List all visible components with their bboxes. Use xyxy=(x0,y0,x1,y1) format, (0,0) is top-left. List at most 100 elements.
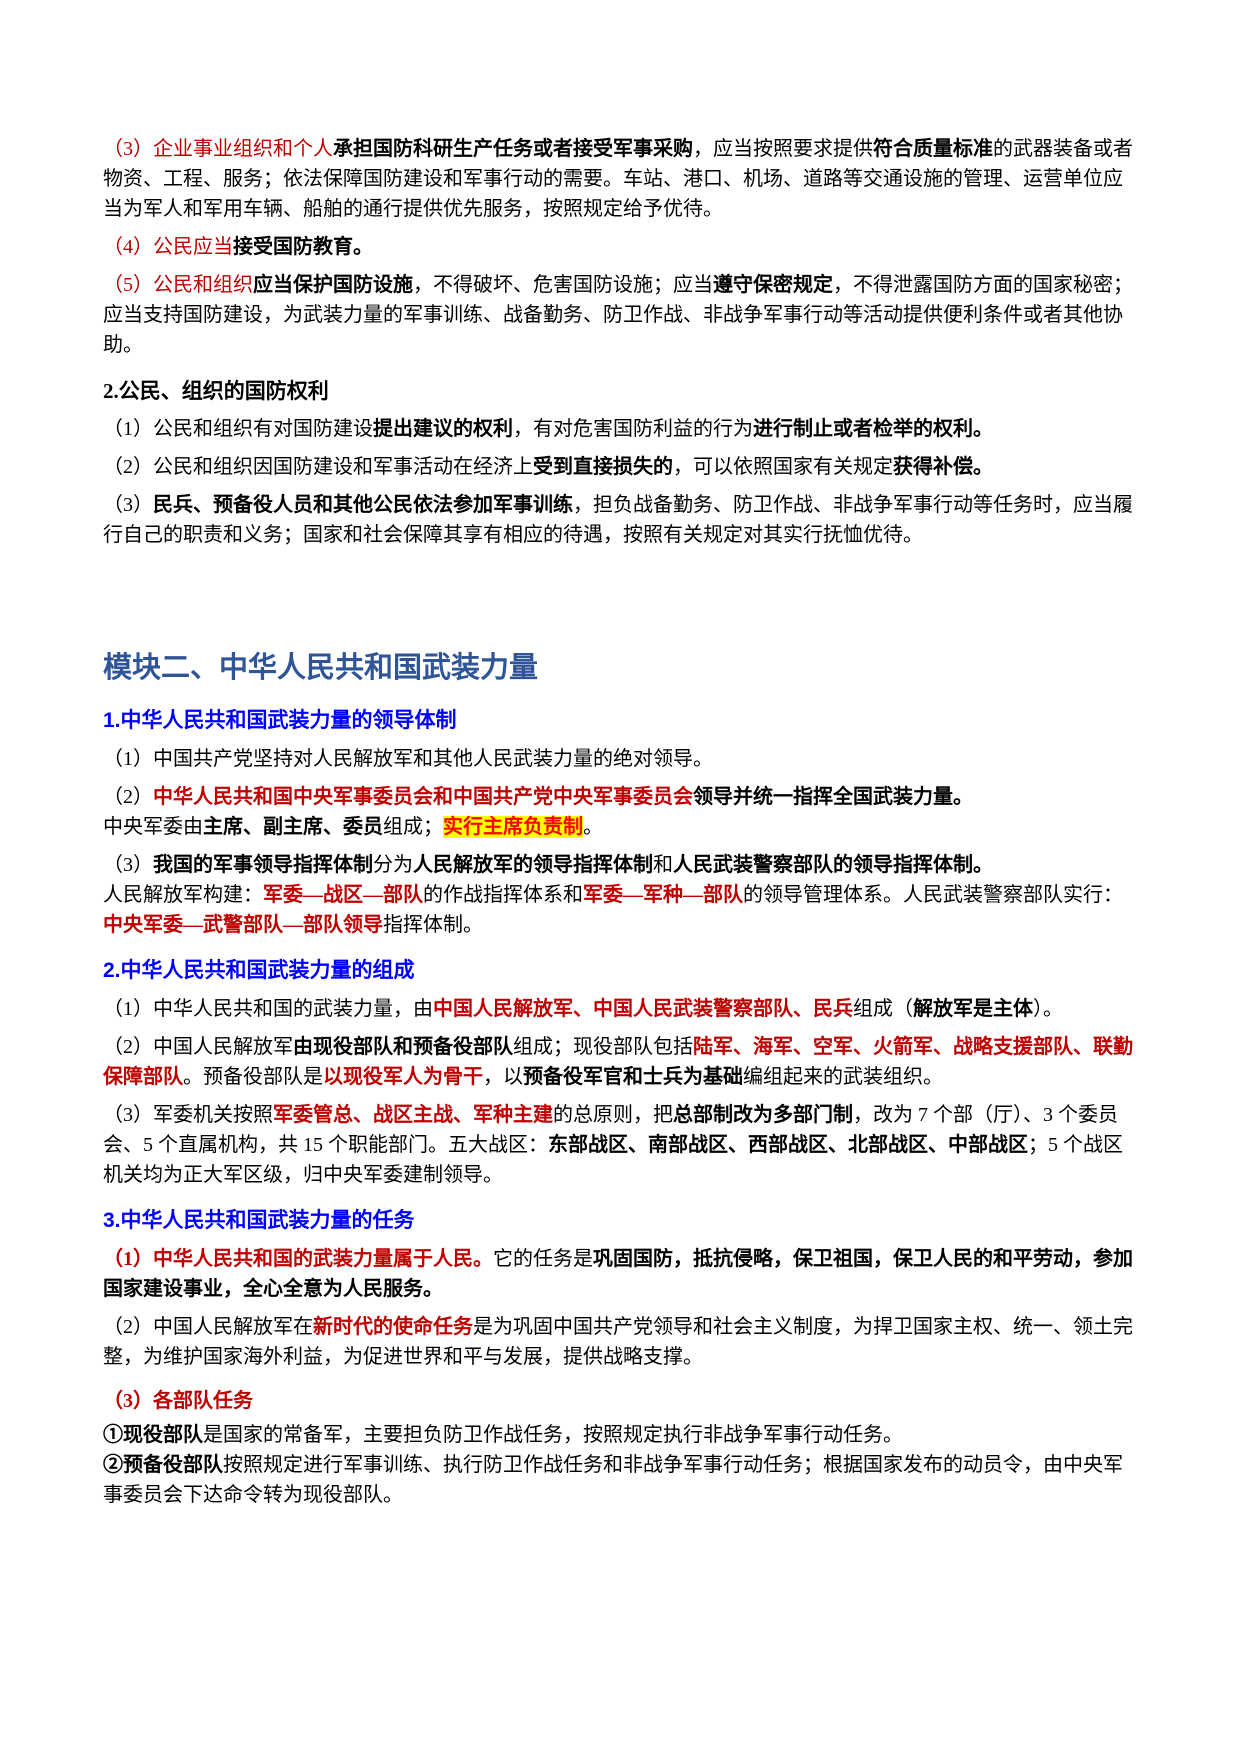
text-run: 中央军委—武警部队—部队领导 xyxy=(103,914,383,936)
text-run: ，担负战备勤务、防卫作战、非战争军事行动等任务时，应当履行自己的职责和义务；国家… xyxy=(103,494,1133,546)
text-run: 符合质量标准 xyxy=(873,138,993,160)
text-run: 人民武装警察部队的领导指挥体制。 xyxy=(673,854,993,876)
document-page: （3）企业事业组织和个人承担国防科研生产任务或者接受军事采购，应当按照要求提供符… xyxy=(103,134,1137,1510)
paragraph: （1）公民和组织有对国防建设提出建议的权利，有对危害国防利益的行为进行制止或者检… xyxy=(103,414,1137,444)
text-run: （2）公民和组织因国防建设和军事活动在经济上 xyxy=(103,456,533,478)
text-run: 中央军委由 xyxy=(103,816,203,838)
text-run: ；5 个战区机关均为正大军区级，归中央军委建制领导。 xyxy=(103,1134,1123,1186)
text-run: （3）企业事业组织和个人 xyxy=(103,138,333,160)
text-run: 实行主席负责制 xyxy=(443,816,583,838)
text-run: 是国家的常备军，主要担负防卫作战任务，按照规定执行非战争军事行动任务。 xyxy=(203,1424,903,1446)
text-run: 受到直接损失的 xyxy=(533,456,673,478)
text-run: 的总原则，把 xyxy=(553,1104,673,1126)
text-run: 解放军是主体 xyxy=(913,998,1033,1020)
text-run: ，可以依照国家有关规定 xyxy=(673,456,893,478)
text-run: 组成； xyxy=(383,816,443,838)
text-run: （1）中华人民共和国的武装力量，由 xyxy=(103,998,433,1020)
text-run: （2）中国人民解放军在 xyxy=(103,1316,313,1338)
paragraph: （1）中国共产党坚持对人民解放军和其他人民武装力量的绝对领导。 xyxy=(103,744,1137,774)
section-heading-blue: 3.中华人民共和国武装力量的任务 xyxy=(103,1206,1137,1236)
text-run: 获得补偿。 xyxy=(893,456,993,478)
text-run: 。预备役部队是 xyxy=(183,1066,323,1088)
text-run: 军委—军种—部队 xyxy=(583,884,743,906)
text-run: （1）公民和组织有对国防建设 xyxy=(103,418,373,440)
text-run: 主席、副主席、委员 xyxy=(203,816,383,838)
text-run: ，改为 7 个部（厅）、3 个委员会、5 个直属机构，共 15 个职能部门。五大… xyxy=(103,1104,1118,1156)
paragraph: （2）中国人民解放军由现役部队和预备役部队组成；现役部队包括陆军、海军、空军、火… xyxy=(103,1032,1137,1092)
text-run: （2）中国人民解放军 xyxy=(103,1036,293,1058)
module-title: 模块二、中华人民共和国武装力量 xyxy=(103,650,1137,686)
text-run: （3） xyxy=(103,494,153,516)
text-run: 的领导管理体系。人民武装警察部队实行： xyxy=(743,884,1123,906)
text-run: （5）公民和组织 xyxy=(103,274,253,296)
subsection-heading-red: （3）各部队任务 xyxy=(103,1386,1137,1416)
text-run: ，不得泄露国防方面的国家秘密；应当支持国防建设，为武装力量的军事训练、战备勤务、… xyxy=(103,274,1133,356)
list-item: ①现役部队是国家的常备军，主要担负防卫作战任务，按照规定执行非战争军事行动任务。 xyxy=(103,1420,1137,1450)
paragraph: （3）企业事业组织和个人承担国防科研生产任务或者接受军事采购，应当按照要求提供符… xyxy=(103,134,1137,224)
text-run: 中华人民共和国中央军事委员会和中国共产党中央军事委员会 xyxy=(153,786,693,808)
text-run: 的武器装备或者物资、工程、服务；依法保障国防建设和军事行动的需要。车站、港口、机… xyxy=(103,138,1133,220)
paragraph: （4）公民应当接受国防教育。 xyxy=(103,232,1137,262)
text-run: ，应当按照要求提供 xyxy=(693,138,873,160)
text-run: 军委—战区—部队 xyxy=(263,884,423,906)
text-run: （4）公民应当 xyxy=(103,236,233,258)
text-run: 巩固国防，抵抗侵略，保卫祖国，保卫人民的和平劳动，参加国家建设事业，全心全意为人… xyxy=(103,1248,1133,1300)
paragraph: （2）中华人民共和国中央军事委员会和中国共产党中央军事委员会领导并统一指挥全国武… xyxy=(103,782,1137,842)
paragraph: （2）公民和组织因国防建设和军事活动在经济上受到直接损失的，可以依照国家有关规定… xyxy=(103,452,1137,482)
text-run: ②预备役部队 xyxy=(103,1454,223,1476)
text-run: 的作战指挥体系和 xyxy=(423,884,583,906)
text-run: 民兵、预备役人员和其他公民依法参加军事训练 xyxy=(153,494,573,516)
text-run: 提出建议的权利 xyxy=(373,418,513,440)
text-run: （3）各部队任务 xyxy=(103,1390,253,1412)
text-run: 指挥体制。 xyxy=(383,914,483,936)
text-run: 由现役部队和预备役部队 xyxy=(293,1036,513,1058)
text-run: 人民解放军构建： xyxy=(103,884,263,906)
text-run: 按照规定进行军事训练、执行防卫作战任务和非战争军事行动任务；根据国家发布的动员令… xyxy=(103,1454,1123,1506)
text-run: （1）中国共产党坚持对人民解放军和其他人民武装力量的绝对领导。 xyxy=(103,748,713,770)
text-run: ①现役部队 xyxy=(103,1424,203,1446)
text-run: 2.公民、组织的国防权利 xyxy=(103,379,329,403)
text-run: 是为巩固中国共产党领导和社会主义制度，为捍卫国家主权、统一、领土完整，为维护国家… xyxy=(103,1316,1133,1368)
text-run: 总部制改为多部门制 xyxy=(673,1104,853,1126)
paragraph: （5）公民和组织应当保护国防设施，不得破坏、危害国防设施；应当遵守保密规定，不得… xyxy=(103,270,1137,360)
text-run: 。 xyxy=(583,816,603,838)
paragraph: （1）中华人民共和国的武装力量，由中国人民解放军、中国人民武装警察部队、民兵组成… xyxy=(103,994,1137,1024)
text-run: 接受国防教育。 xyxy=(233,236,373,258)
text-run: 2.中华人民共和国武装力量的组成 xyxy=(103,959,415,982)
text-run: 陆军、海军、空军、火箭军、战略支援部队、联勤保障部队 xyxy=(103,1036,1133,1088)
text-run: 编组起来的武装组织。 xyxy=(743,1066,943,1088)
paragraph: （3）我国的军事领导指挥体制分为人民解放军的领导指挥体制和人民武装警察部队的领导… xyxy=(103,850,1137,940)
text-run: 承担国防科研生产任务或者接受军事采购 xyxy=(333,138,693,160)
text-run: ，有对危害国防利益的行为 xyxy=(513,418,753,440)
paragraph: （3）民兵、预备役人员和其他公民依法参加军事训练，担负战备勤务、防卫作战、非战争… xyxy=(103,490,1137,550)
text-run: 以现役军人为骨干 xyxy=(323,1066,483,1088)
paragraph: （1）中华人民共和国的武装力量属于人民。它的任务是巩固国防，抵抗侵略，保卫祖国，… xyxy=(103,1244,1137,1304)
text-run: （3）军委机关按照 xyxy=(103,1104,273,1126)
section-heading-black: 2.公民、组织的国防权利 xyxy=(103,376,1137,406)
text-run: 它的任务是 xyxy=(493,1248,593,1270)
section-heading-blue: 1.中华人民共和国武装力量的领导体制 xyxy=(103,706,1137,736)
text-run: 1.中华人民共和国武装力量的领导体制 xyxy=(103,709,457,732)
text-run: （3） xyxy=(103,854,153,876)
text-run: 预备役军官和士兵为基础 xyxy=(523,1066,743,1088)
text-run: ，不得破坏、危害国防设施；应当 xyxy=(413,274,713,296)
text-run: 东部战区、南部战区、西部战区、北部战区、中部战区 xyxy=(548,1134,1028,1156)
text-run: 和 xyxy=(653,854,673,876)
text-run: （2） xyxy=(103,786,153,808)
list-item: ②预备役部队按照规定进行军事训练、执行防卫作战任务和非战争军事行动任务；根据国家… xyxy=(103,1450,1137,1510)
text-run: 我国的军事领导指挥体制 xyxy=(153,854,373,876)
paragraph: （2）中国人民解放军在新时代的使命任务是为巩固中国共产党领导和社会主义制度，为捍… xyxy=(103,1312,1137,1372)
text-run: 新时代的使命任务 xyxy=(313,1316,473,1338)
text-run: ，以 xyxy=(483,1066,523,1088)
text-run: 人民解放军的领导指挥体制 xyxy=(413,854,653,876)
text-run: 组成（ xyxy=(853,998,913,1020)
text-run: 应当保护国防设施 xyxy=(253,274,413,296)
text-run: 领导并统一指挥全国武装力量。 xyxy=(693,786,973,808)
text-run: 中国人民解放军、中国人民武装警察部队、民兵 xyxy=(433,998,853,1020)
paragraph: （3）军委机关按照军委管总、战区主战、军种主建的总原则，把总部制改为多部门制，改… xyxy=(103,1100,1137,1190)
section-heading-blue: 2.中华人民共和国武装力量的组成 xyxy=(103,956,1137,986)
document-body: （3）企业事业组织和个人承担国防科研生产任务或者接受军事采购，应当按照要求提供符… xyxy=(103,134,1137,1510)
text-run: （1）中华人民共和国的武装力量属于人民。 xyxy=(103,1248,493,1270)
text-run: 组成；现役部队包括 xyxy=(513,1036,693,1058)
text-run: 模块二、中华人民共和国武装力量 xyxy=(103,652,539,684)
